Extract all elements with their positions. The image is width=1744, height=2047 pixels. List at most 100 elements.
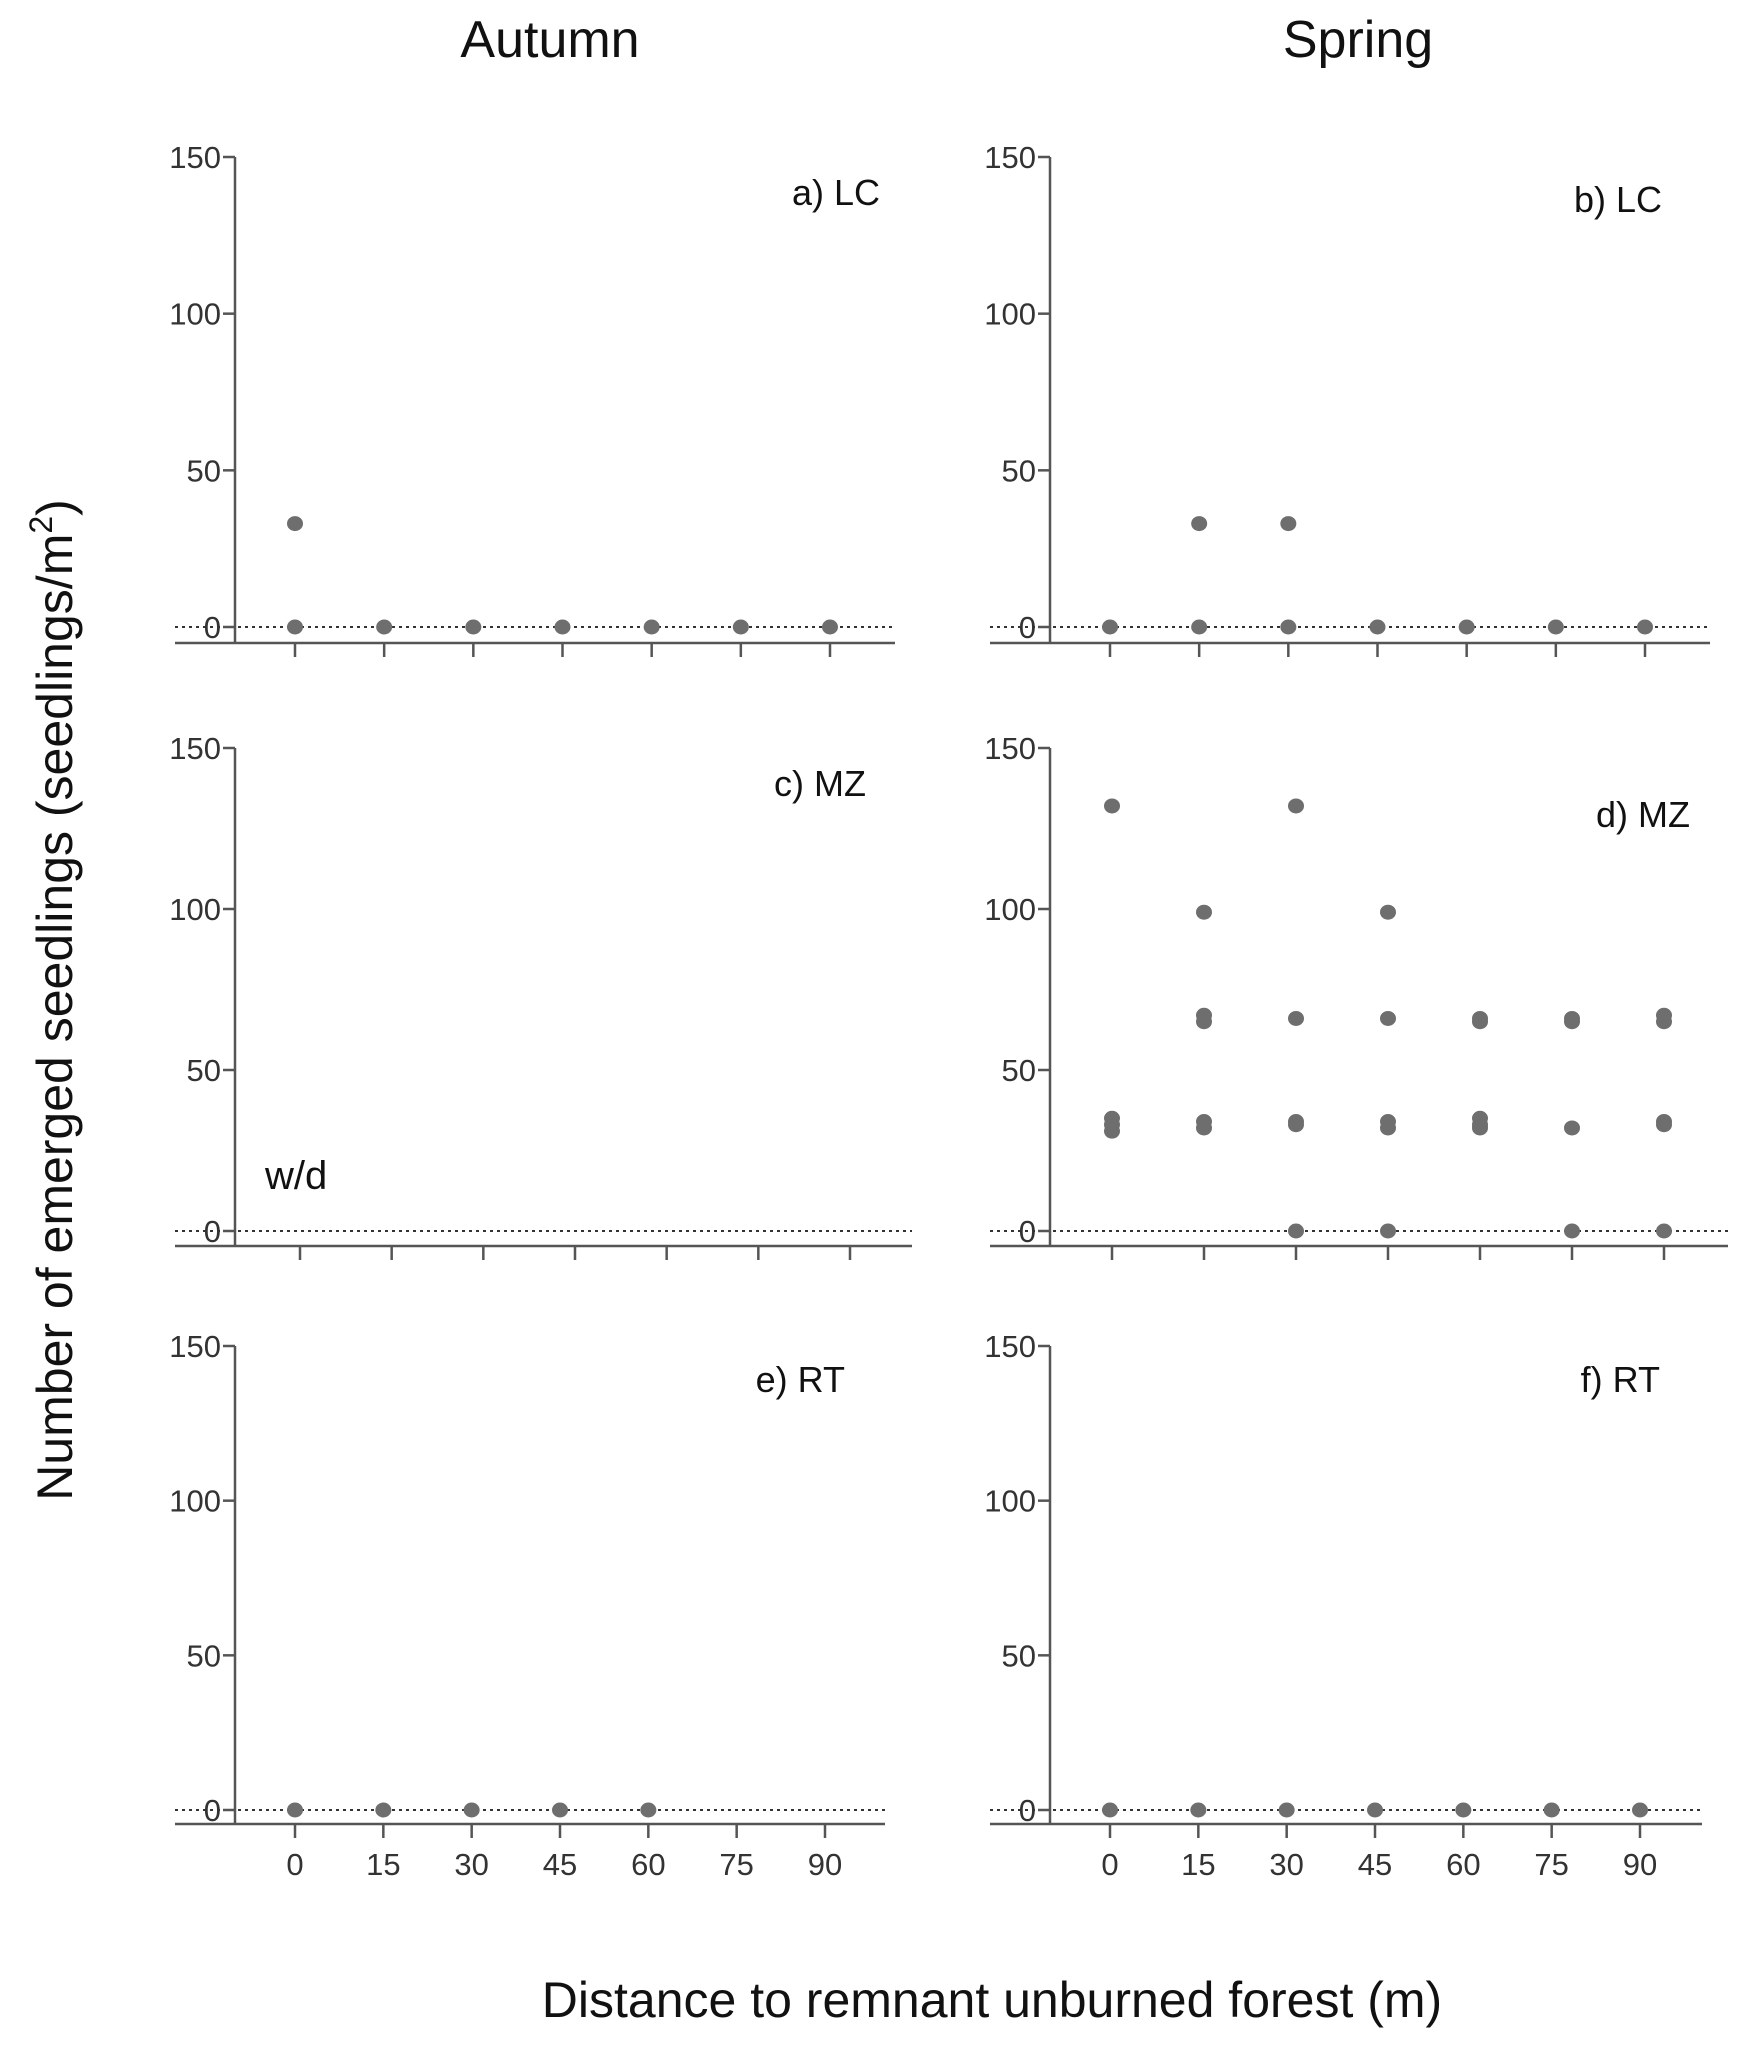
data-point [822,619,838,635]
x-tick-label: 0 [1101,1847,1118,1882]
data-point [1104,1123,1120,1139]
data-point [1196,904,1212,920]
data-point [1380,1010,1396,1026]
y-tick-label: 100 [984,297,1036,332]
y-tick-label: 150 [169,731,221,766]
y-tick-label: 0 [1019,1214,1036,1249]
data-point [1104,798,1120,814]
column-title-autumn: Autumn [460,11,639,69]
x-tick-label: 0 [286,1847,303,1882]
y-tick-label: 150 [984,731,1036,766]
y-tick-label: 100 [169,297,221,332]
data-point [1288,1117,1304,1133]
y-tick-label: 150 [984,140,1036,175]
data-point [1455,1802,1472,1818]
y-axis-title-close: ) [27,499,83,516]
data-point [732,619,749,635]
data-point [1288,798,1304,814]
panel-annotation: w/d [264,1154,327,1198]
data-point [375,1802,392,1818]
panel-label: e) RT [756,1359,845,1400]
data-point [1656,1117,1672,1133]
y-tick-label: 0 [204,1214,221,1249]
x-tick-label: 30 [1269,1847,1303,1882]
data-point [1380,904,1396,920]
y-tick-label: 100 [984,892,1036,927]
data-point [287,1802,303,1818]
y-tick-label: 100 [984,1484,1036,1519]
panel-2: 0 50 100 150 b) LC [984,140,1710,657]
data-point [643,619,660,635]
data-point [1280,619,1297,635]
y-tick-label: 150 [169,1329,221,1364]
data-point [1543,1802,1560,1818]
data-point [1191,516,1208,532]
panel-5: 0 50 100 150 0 15 30 45 60 75 90 e) RT [169,1329,885,1882]
y-tick-label: 0 [204,1793,221,1828]
data-point [1472,1014,1488,1030]
data-point [1472,1120,1488,1136]
x-tick-label: 45 [543,1847,577,1882]
y-axis-title-superscript: 2 [23,516,59,534]
x-tick-label: 90 [808,1847,842,1882]
data-point [1367,1802,1383,1818]
panel-label: a) LC [792,172,880,213]
data-point [1656,1014,1672,1030]
data-point [1564,1120,1580,1136]
data-point [1278,1802,1295,1818]
panel-label: d) MZ [1596,794,1690,835]
x-tick-label: 15 [366,1847,400,1882]
data-point [376,619,393,635]
data-point [1547,619,1564,635]
y-tick-label: 100 [169,1484,221,1519]
panel-4: 0 50 100 150 d) MZ [984,731,1728,1260]
data-point [1458,619,1475,635]
panel-label: b) LC [1574,179,1662,220]
panel-3: 0 50 100 150 c) MZ w/d [169,731,912,1260]
y-tick-label: 50 [187,1053,221,1088]
y-tick-label: 50 [187,1638,221,1673]
data-point [1191,619,1208,635]
x-tick-label: 90 [1623,1847,1657,1882]
data-point [287,619,303,635]
data-point [552,1802,568,1818]
data-point [1102,619,1118,635]
data-point [1564,1014,1580,1030]
y-tick-label: 150 [984,1329,1036,1364]
data-point [1637,619,1653,635]
x-tick-label: 75 [719,1847,753,1882]
x-tick-label: 30 [454,1847,488,1882]
data-point [554,619,571,635]
y-tick-label: 50 [1002,1053,1036,1088]
panel-label: f) RT [1581,1359,1660,1400]
data-point [1380,1223,1396,1239]
data-point [463,1802,480,1818]
x-tick-label: 45 [1358,1847,1392,1882]
data-point [1564,1223,1580,1239]
data-point [287,516,303,532]
data-point [1288,1010,1304,1026]
x-axis-title: Distance to remnant unburned forest (m) [542,1972,1442,2028]
y-tick-label: 50 [1002,453,1036,488]
column-title-spring: Spring [1283,11,1433,69]
data-point [1380,1120,1396,1136]
y-tick-label: 0 [1019,1793,1036,1828]
data-point [1190,1802,1207,1818]
panel-1: 0 50 100 150 a) LC [169,140,895,657]
x-tick-label: 60 [1446,1847,1480,1882]
panel-label: c) MZ [774,763,866,804]
y-tick-label: 0 [204,610,221,645]
data-point [1280,516,1297,532]
panel-6: 0 50 100 150 0 15 30 45 60 75 90 f) RT [984,1329,1702,1882]
y-axis-title-main: Number of emerged seedlings (seedlings/m [27,534,83,1501]
data-point [1196,1014,1212,1030]
data-point [1656,1223,1672,1239]
y-tick-label: 50 [187,453,221,488]
y-tick-label: 100 [169,892,221,927]
data-point [1632,1802,1648,1818]
data-point [1102,1802,1118,1818]
x-tick-label: 75 [1534,1847,1568,1882]
y-tick-label: 50 [1002,1638,1036,1673]
